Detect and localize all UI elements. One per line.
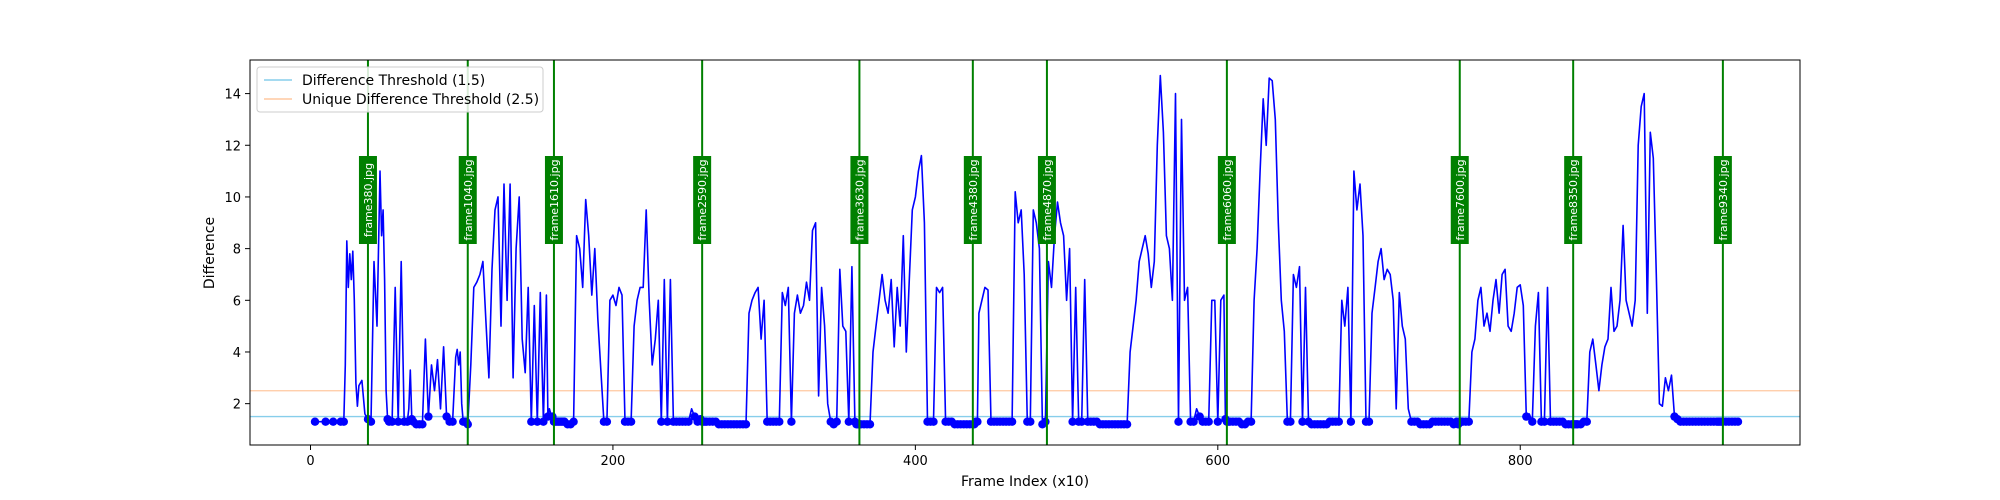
low-difference-marker — [657, 417, 666, 426]
y-tick-label: 12 — [224, 139, 241, 154]
low-difference-marker — [1026, 417, 1035, 426]
low-difference-marker — [1464, 417, 1474, 426]
low-difference-marker — [1007, 417, 1017, 426]
low-difference-marker — [1528, 417, 1537, 426]
keyframe-label: frame4380.jpg — [967, 159, 980, 240]
y-tick-label: 2 — [233, 398, 241, 413]
y-axis-label: Difference — [202, 217, 218, 289]
low-difference-marker — [1189, 417, 1198, 426]
keyframe-label-box — [544, 156, 563, 244]
y-tick-label: 10 — [224, 191, 241, 206]
low-difference-marker — [1522, 412, 1531, 421]
low-difference-marker — [1334, 417, 1344, 426]
low-difference-marker — [1364, 417, 1374, 426]
low-difference-marker — [527, 417, 536, 426]
x-tick-label: 600 — [1205, 454, 1230, 469]
low-difference-marker — [533, 417, 542, 426]
low-difference-marker — [1346, 417, 1356, 426]
low-difference-marker — [787, 417, 796, 426]
low-difference-marker — [1174, 417, 1183, 426]
x-tick-label: 800 — [1508, 454, 1533, 469]
legend: Difference Threshold (1.5) Unique Differ… — [256, 66, 544, 113]
keyframe-label: frame3630.jpg — [853, 159, 866, 240]
keyframe-label: frame7600.jpg — [1454, 159, 1467, 240]
low-difference-marker — [424, 412, 433, 421]
low-difference-marker — [832, 417, 841, 426]
low-difference-marker — [602, 417, 612, 426]
keyframe-label: frame380.jpg — [362, 163, 375, 237]
keyframe-label: frame9340.jpg — [1717, 159, 1730, 240]
low-difference-marker — [973, 417, 982, 426]
keyframe-label: frame6060.jpg — [1221, 159, 1234, 240]
legend-label-difference-threshold: Difference Threshold (1.5) — [302, 73, 485, 89]
low-difference-marker — [775, 417, 784, 426]
low-difference-marker — [329, 417, 338, 426]
low-difference-marker — [321, 417, 330, 426]
x-tick-label: 200 — [601, 454, 626, 469]
keyframe-label-box — [693, 156, 712, 244]
low-difference-marker — [1286, 417, 1295, 426]
low-difference-marker — [741, 420, 751, 429]
low-difference-marker — [844, 417, 853, 426]
y-tick-label: 4 — [233, 346, 241, 361]
low-difference-marker — [929, 417, 938, 426]
keyframe-label-box — [850, 156, 869, 244]
keyframe-label: frame2590.jpg — [696, 159, 709, 240]
low-difference-marker — [1733, 417, 1743, 426]
low-difference-marker — [1246, 417, 1256, 426]
legend-label-unique-threshold: Unique Difference Threshold (2.5) — [302, 92, 539, 108]
plot-frame — [249, 59, 1801, 446]
keyframe-label: frame1040.jpg — [462, 159, 475, 240]
keyframe-label: frame1610.jpg — [548, 159, 561, 240]
low-difference-marker — [569, 417, 578, 426]
low-difference-marker — [1041, 417, 1050, 426]
keyframe-label-box — [458, 156, 477, 244]
y-tick-label: 14 — [224, 88, 241, 103]
low-difference-marker — [1204, 417, 1213, 426]
legend-box — [256, 66, 544, 113]
low-difference-marker — [387, 417, 397, 426]
keyframe-label: frame8350.jpg — [1567, 159, 1580, 240]
low-difference-marker — [310, 417, 320, 426]
low-difference-marker — [1213, 417, 1223, 426]
low-difference-marker — [1122, 420, 1132, 429]
low-difference-marker — [394, 417, 403, 426]
low-difference-marker — [663, 417, 672, 426]
low-difference-marker — [1077, 417, 1086, 426]
keyframe-label-box — [1450, 156, 1469, 244]
low-difference-marker — [448, 417, 457, 426]
keyframe-label: frame4870.jpg — [1041, 159, 1054, 240]
low-difference-marker — [418, 420, 427, 429]
plot-area — [250, 60, 1800, 445]
low-difference-marker — [1298, 417, 1307, 426]
low-difference-marker — [684, 417, 693, 426]
keyframe-label-box — [1217, 156, 1236, 244]
y-tick-label: 8 — [233, 243, 241, 258]
low-difference-marker — [1582, 417, 1592, 426]
keyframe-label-box — [1564, 156, 1583, 244]
low-difference-marker — [865, 420, 875, 429]
keyframe-label-box — [1037, 156, 1056, 244]
x-axis-label: Frame Index (x10) — [961, 474, 1089, 490]
x-tick-label: 0 — [306, 454, 314, 469]
x-tick-label: 400 — [903, 454, 928, 469]
low-difference-marker — [339, 417, 348, 426]
keyframe-label-box — [358, 156, 377, 244]
low-difference-marker — [1540, 417, 1549, 426]
keyframe-label-box — [1713, 156, 1732, 244]
low-difference-marker — [626, 417, 636, 426]
keyframe-label-box — [963, 156, 982, 244]
y-tick-label: 6 — [233, 294, 241, 309]
low-difference-marker — [1068, 417, 1077, 426]
